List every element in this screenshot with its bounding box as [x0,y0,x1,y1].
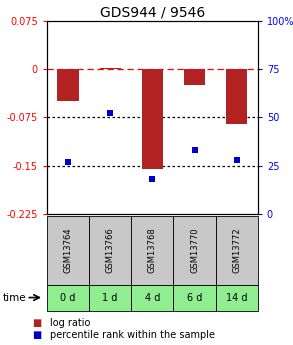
Bar [184,69,205,85]
Bar [216,216,258,285]
Title: GDS944 / 9546: GDS944 / 9546 [100,6,205,20]
Bar [216,285,258,310]
Bar [142,69,163,169]
Bar [47,285,89,310]
Text: GSM13770: GSM13770 [190,227,199,273]
Text: ■: ■ [32,330,42,339]
Text: GSM13766: GSM13766 [106,227,115,273]
Text: time: time [3,293,27,303]
Bar [57,69,79,101]
Bar [47,216,89,285]
Text: log ratio: log ratio [50,318,90,327]
Bar [89,216,131,285]
Text: GSM13772: GSM13772 [232,227,241,273]
Bar [173,285,216,310]
Text: 6 d: 6 d [187,293,202,303]
Text: 14 d: 14 d [226,293,248,303]
Bar [131,285,173,310]
Text: percentile rank within the sample: percentile rank within the sample [50,330,215,339]
Bar [173,216,216,285]
Text: GSM13768: GSM13768 [148,227,157,273]
Text: 1 d: 1 d [103,293,118,303]
Text: ■: ■ [32,318,42,327]
Bar [100,68,121,69]
Bar [131,216,173,285]
Text: 4 d: 4 d [145,293,160,303]
Bar [89,285,131,310]
Text: GSM13764: GSM13764 [64,227,72,273]
Text: 0 d: 0 d [60,293,76,303]
Bar [226,69,247,124]
